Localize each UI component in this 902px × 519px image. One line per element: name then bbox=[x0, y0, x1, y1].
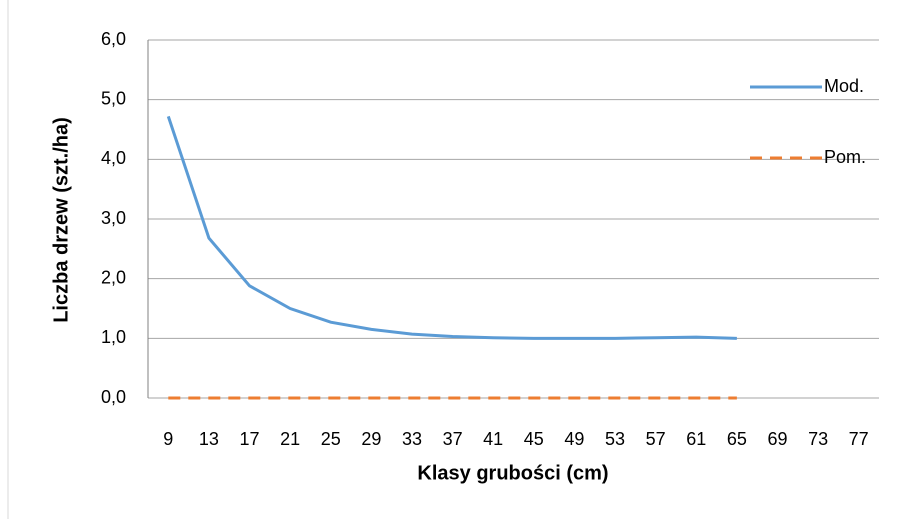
chart-frame bbox=[7, 0, 9, 519]
x-tick-label: 53 bbox=[605, 429, 625, 449]
x-tick-label: 57 bbox=[646, 429, 666, 449]
x-tick-label: 13 bbox=[199, 429, 219, 449]
x-tick-label: 17 bbox=[240, 429, 260, 449]
x-tick-label: 65 bbox=[727, 429, 747, 449]
x-tick-label: 25 bbox=[321, 429, 341, 449]
x-tick-label: 37 bbox=[443, 429, 463, 449]
x-tick-label: 77 bbox=[849, 429, 869, 449]
y-tick-label: 0,0 bbox=[101, 387, 126, 407]
x-tick-label: 21 bbox=[280, 429, 300, 449]
x-tick-label: 45 bbox=[524, 429, 544, 449]
y-tick-label: 1,0 bbox=[101, 327, 126, 347]
x-tick-label: 9 bbox=[163, 429, 173, 449]
legend-label: Pom. bbox=[824, 147, 866, 167]
y-tick-label: 5,0 bbox=[101, 88, 126, 108]
x-tick-label: 29 bbox=[361, 429, 381, 449]
x-tick-label: 61 bbox=[686, 429, 706, 449]
y-tick-label: 4,0 bbox=[101, 148, 126, 168]
data-line bbox=[166, 115, 737, 340]
y-tick-label: 2,0 bbox=[101, 267, 126, 287]
x-tick-label: 69 bbox=[767, 429, 787, 449]
x-tick-label: 33 bbox=[402, 429, 422, 449]
y-tick-label: 6,0 bbox=[101, 29, 126, 49]
x-axis-label: Klasy grubości (cm) bbox=[417, 462, 608, 484]
x-tick-label: 41 bbox=[483, 429, 503, 449]
legend-label: Mod. bbox=[824, 76, 864, 96]
x-tick-label: 49 bbox=[564, 429, 584, 449]
y-axis-label: Liczba drzew (szt./ha) bbox=[50, 117, 72, 323]
x-tick-label: 73 bbox=[808, 429, 828, 449]
y-tick-label: 3,0 bbox=[101, 208, 126, 228]
